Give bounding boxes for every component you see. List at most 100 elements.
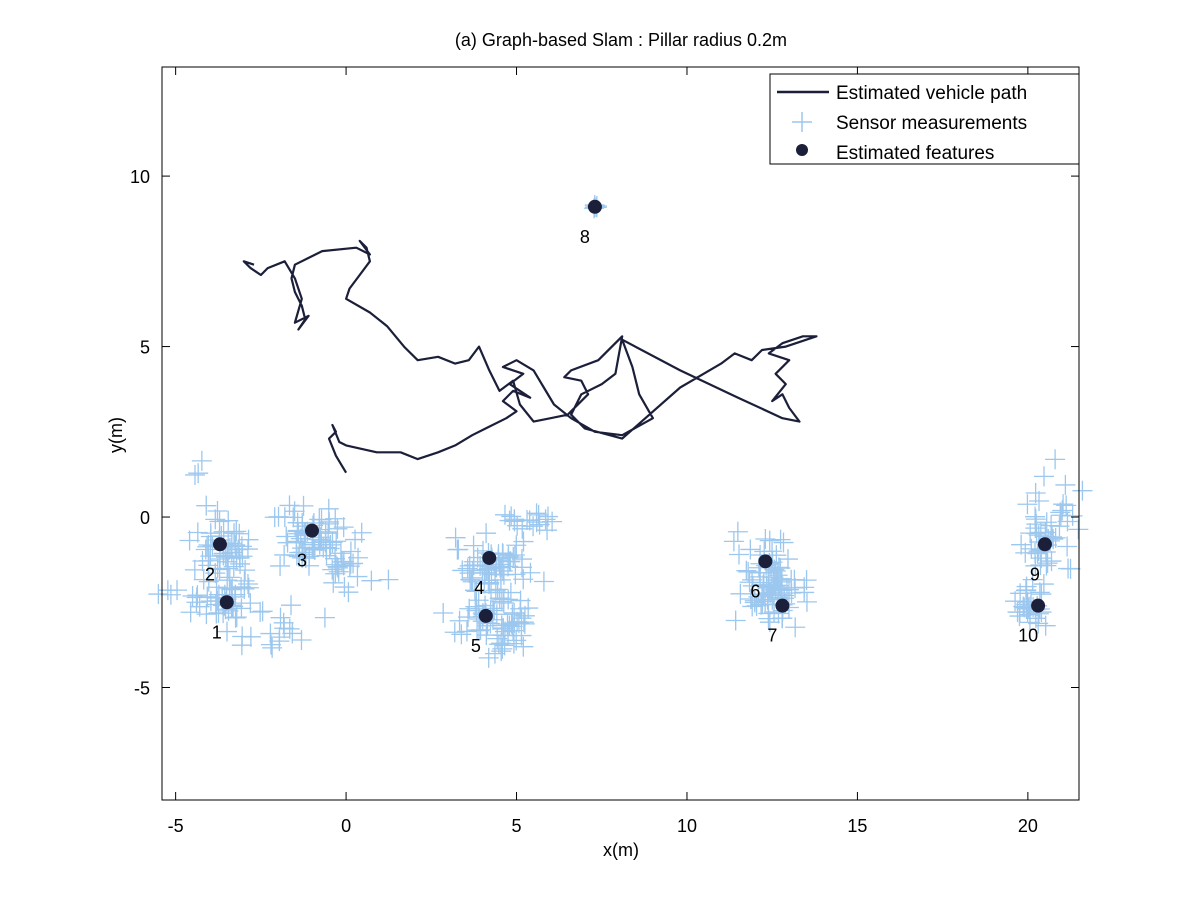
vehicle-path-line (242, 239, 818, 474)
measurement-point (270, 607, 291, 628)
legend-measurement-swatch (792, 112, 812, 132)
measurement-point (1072, 480, 1093, 501)
measurement-point (338, 582, 359, 603)
measurement-point (498, 545, 519, 566)
measurement-point (1052, 500, 1073, 521)
measurement-point (1022, 569, 1043, 590)
measurement-point (1025, 506, 1046, 527)
measurement-point (311, 530, 332, 551)
measurement-point (730, 583, 751, 604)
feature-marker-6 (758, 554, 773, 569)
measurement-point (189, 596, 210, 617)
feature-label-1: 1 (212, 622, 222, 642)
measurement-point (1017, 494, 1038, 515)
measurement-point (506, 630, 527, 651)
measurement-point (281, 595, 302, 616)
measurement-point (226, 607, 247, 628)
measurement-point (198, 555, 219, 576)
measurement-point (468, 598, 489, 619)
measurement-point (744, 592, 765, 613)
measurement-point (494, 504, 515, 525)
measurement-point (274, 618, 295, 639)
measurement-point (232, 546, 253, 567)
feature-marker-10 (1031, 598, 1046, 613)
feature-marker-1 (219, 595, 234, 610)
measurement-point (209, 559, 230, 580)
x-tick-label: 20 (1018, 816, 1038, 836)
measurement-point (314, 607, 335, 628)
measurement-point (1033, 574, 1054, 595)
measurement-point (502, 616, 523, 637)
y-tick-label: -5 (134, 678, 150, 698)
measurement-point (493, 589, 514, 610)
measurement-point (512, 557, 533, 578)
legend-feature-swatch (796, 144, 808, 156)
measurement-point (361, 570, 382, 591)
measurement-point (208, 584, 229, 605)
measurement-point (216, 621, 237, 642)
measurement-point (1049, 516, 1070, 537)
measurement-point (1045, 527, 1066, 548)
measurement-point (240, 593, 261, 614)
measurement-point (492, 638, 513, 659)
measurement-point (279, 618, 300, 639)
feature-marker-4 (482, 550, 497, 565)
measurement-point (773, 532, 794, 553)
measurement-point (217, 551, 238, 572)
measurement-point (318, 498, 339, 519)
measurement-point (298, 555, 319, 576)
measurement-point (188, 463, 209, 484)
measurement-point (519, 510, 540, 531)
feature-label-6: 6 (750, 581, 760, 601)
measurement-point (742, 569, 763, 590)
measurement-point (777, 549, 798, 570)
measurement-point (511, 625, 532, 646)
measurement-point (286, 545, 307, 566)
measurement-point (466, 581, 487, 602)
measurement-point (725, 610, 746, 631)
feature-label-8: 8 (580, 227, 590, 247)
legend-box (769, 73, 1080, 165)
measurement-point (461, 570, 482, 591)
measurement-point (1010, 583, 1031, 604)
measurement-point (347, 566, 368, 587)
measurement-point (491, 591, 512, 612)
measurement-point (217, 570, 238, 591)
feature-marker-3 (304, 523, 319, 538)
chart-title: (a) Graph-based Slam : Pillar radius 0.2… (455, 30, 787, 50)
measurement-point (470, 555, 491, 576)
measurement-point (768, 557, 789, 578)
measurement-point (1057, 536, 1078, 557)
measurement-point (250, 601, 271, 622)
measurement-point (327, 556, 348, 577)
feature-label-4: 4 (474, 578, 484, 598)
feature-label-2: 2 (205, 564, 215, 584)
measurement-point (264, 507, 285, 528)
measurement-point (219, 567, 240, 588)
measurement-point (1020, 604, 1041, 625)
measurement-point (179, 530, 200, 551)
measurement-point (1036, 512, 1057, 533)
measurement-point (1028, 613, 1049, 634)
feature-label-7: 7 (767, 626, 777, 646)
measurement-point (513, 612, 534, 633)
measurement-point (291, 629, 312, 650)
feature-label-10: 10 (1018, 626, 1038, 646)
measurement-point (740, 588, 761, 609)
feature-marker-2 (212, 537, 227, 552)
measurement-point (1017, 601, 1038, 622)
measurement-point (489, 588, 510, 609)
measurement-point (218, 510, 239, 531)
measurement-point (729, 544, 750, 565)
measurement-point (276, 526, 297, 547)
measurement-point (503, 546, 524, 567)
legend-entry-features: Estimated features (836, 143, 994, 164)
measurement-point (451, 624, 472, 645)
measurement-point (160, 584, 181, 605)
measurement-point (238, 577, 259, 598)
sensor-measurements (148, 195, 1093, 668)
measurement-point (738, 561, 759, 582)
measurement-point (752, 584, 773, 605)
measurement-point (736, 560, 757, 581)
measurement-point (501, 506, 522, 527)
